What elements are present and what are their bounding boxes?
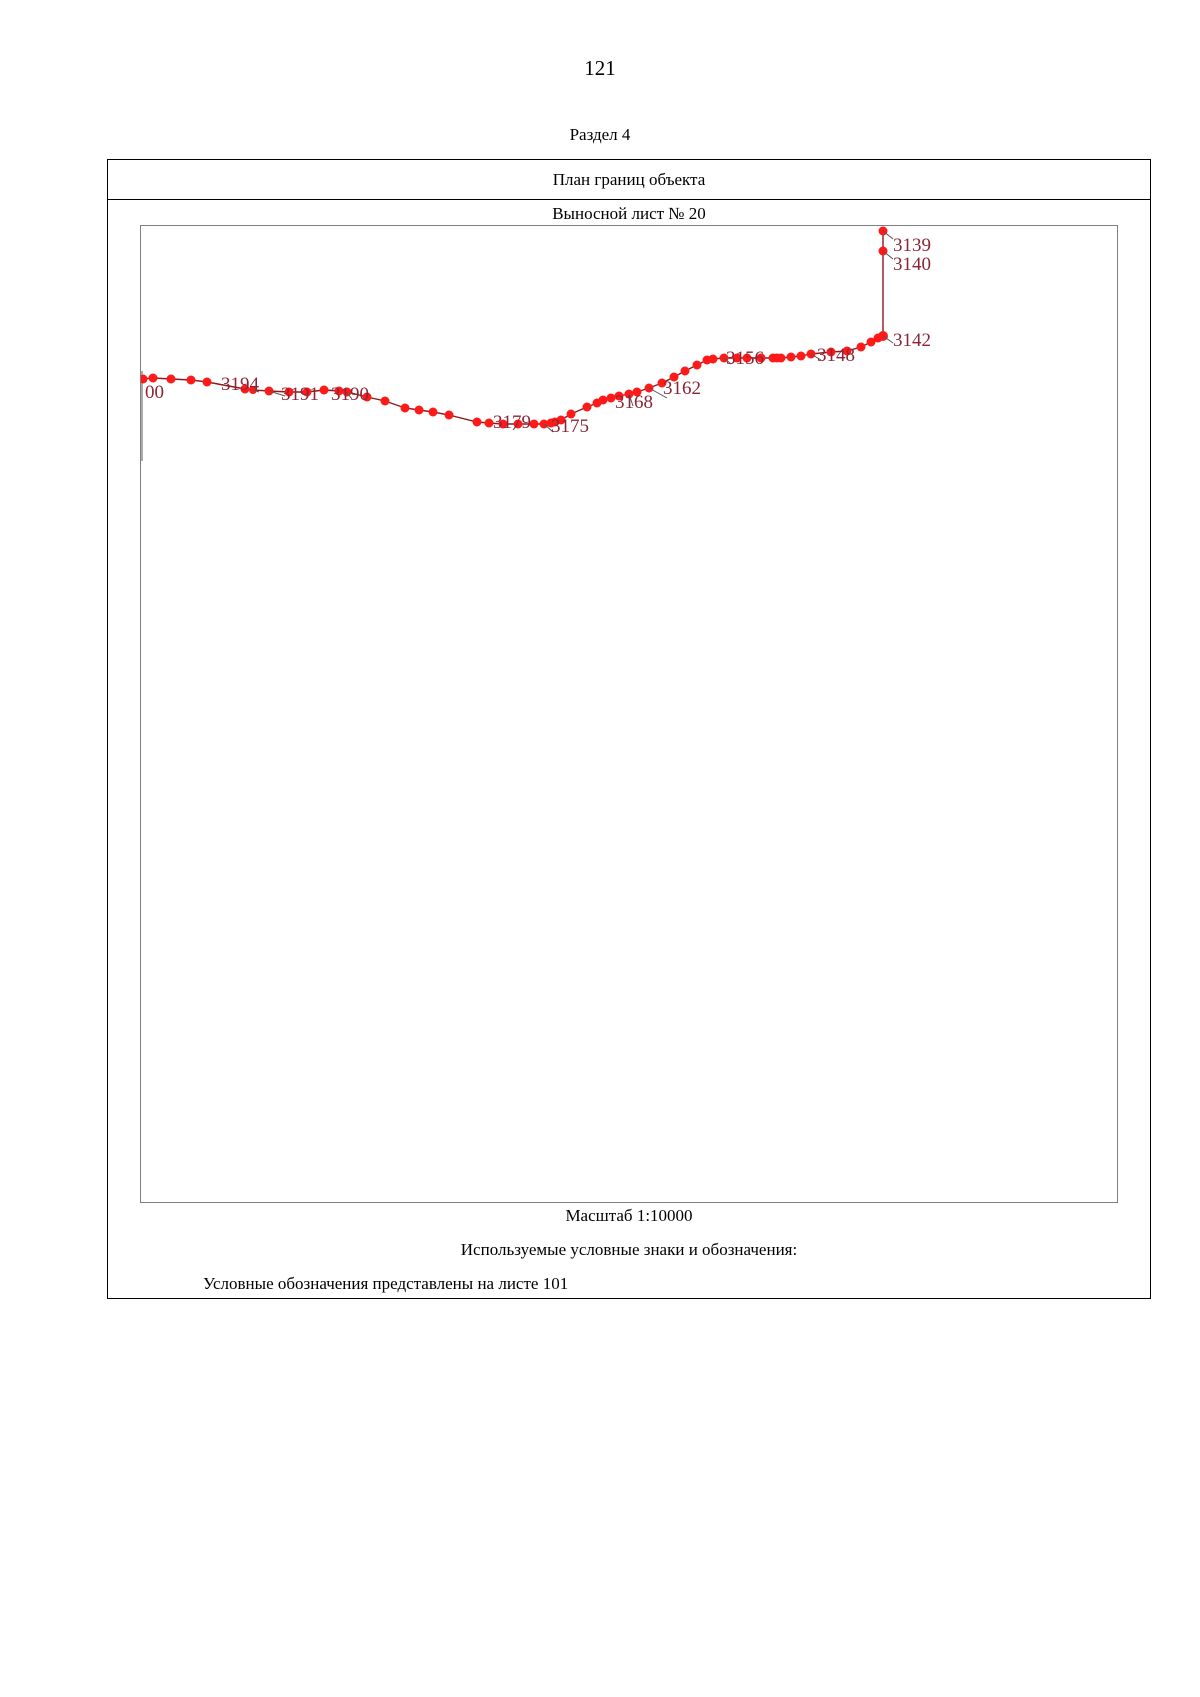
map-scale: Масштаб 1:10000 — [565, 1206, 693, 1225]
point-label-3175: 3175 — [551, 416, 589, 437]
point-label-3179: 3179 — [493, 412, 531, 433]
point-label-3200: 00 — [145, 382, 164, 403]
point-label-3191: 3191 — [281, 384, 319, 405]
point-label-3148: 3148 — [817, 345, 855, 366]
page-number: 121 — [584, 56, 616, 80]
boundary-map: 00 3194 3191 3190 3179 3175 3168 3162 31… — [140, 225, 1118, 1203]
boundary-map-svg: 00 3194 3191 3190 3179 3175 3168 3162 31… — [141, 226, 931, 461]
point-label-3139: 3139 — [893, 235, 931, 256]
point-label-3142: 3142 — [893, 330, 931, 351]
point-label-3162: 3162 — [663, 378, 701, 399]
plan-header: План границ объекта — [108, 160, 1150, 200]
point-label-3190: 3190 — [331, 384, 369, 405]
legend-note: Условные обозначения представлены на лис… — [203, 1274, 569, 1293]
legend-title: Используемые условные знаки и обозначени… — [460, 1240, 798, 1259]
boundary-line — [142, 231, 884, 425]
point-label-3140: 3140 — [893, 254, 931, 275]
sheet-title: Выносной лист № 20 — [552, 204, 706, 223]
point-label-3194: 3194 — [221, 374, 260, 395]
point-label-3156: 3156 — [726, 348, 764, 369]
section-title: Раздел 4 — [569, 125, 631, 144]
plan-frame: План границ объекта Выносной лист № 20 — [107, 159, 1151, 1299]
point-label-3168: 3168 — [615, 392, 653, 413]
boundary-vertices — [141, 226, 888, 429]
label-leaders — [252, 230, 894, 433]
